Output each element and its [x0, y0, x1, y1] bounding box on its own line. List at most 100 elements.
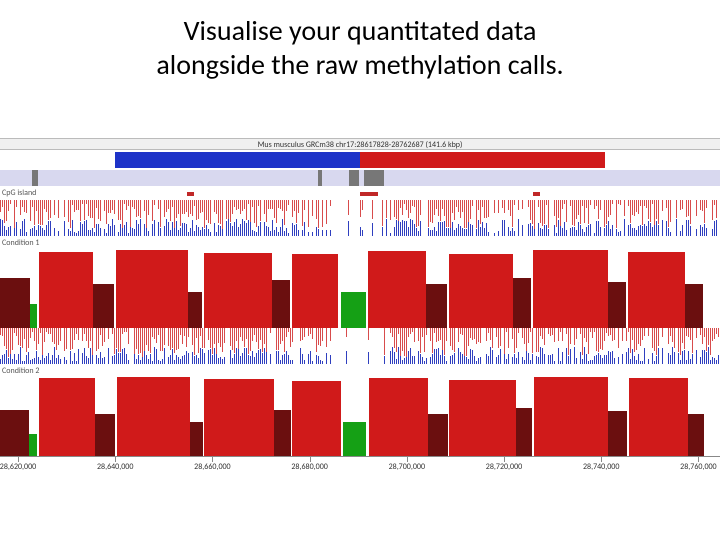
methcall-column [556, 200, 557, 236]
methcall-column [146, 200, 147, 236]
methcall-column [78, 200, 79, 236]
methcall-column [54, 200, 55, 236]
methcall-column [32, 200, 33, 236]
methcall-column [562, 328, 563, 364]
methcall-column [260, 200, 261, 236]
methcall-column [646, 200, 647, 236]
methcall-column [82, 328, 83, 364]
methcall-column [570, 328, 571, 364]
methcall-column [216, 200, 217, 236]
methcall-column [652, 200, 653, 236]
quantitation-bar [30, 304, 37, 328]
methcall-column [270, 200, 271, 236]
methcall-column [158, 200, 159, 236]
quantitation-bar [39, 378, 95, 456]
methcall-column [688, 200, 689, 236]
methcall-column [584, 200, 585, 236]
methcall-column [410, 328, 411, 364]
methcall-column [628, 328, 629, 364]
methcall-column [14, 200, 15, 236]
methcall-column [638, 328, 639, 364]
methcall-column [258, 328, 259, 364]
methcall-column [678, 328, 679, 364]
methcall-column [656, 200, 657, 236]
methcall-column [238, 328, 239, 364]
methcall-column [654, 200, 655, 236]
methcall-column [292, 200, 293, 236]
quantitation-bar-track [0, 376, 720, 456]
genomic-axis: 28,620,00028,640,00028,660,00028,680,000… [0, 456, 720, 474]
quantitation-bar-track [0, 248, 720, 328]
methcall-column [704, 328, 705, 364]
methcall-column [200, 328, 201, 364]
methcall-column [170, 328, 171, 364]
methcall-column [470, 328, 471, 364]
methcall-column [436, 328, 437, 364]
methcall-column [518, 328, 519, 364]
methcall-column [186, 328, 187, 364]
methcall-column [716, 328, 717, 364]
quantitation-bar [685, 284, 703, 328]
methcall-column [258, 200, 259, 236]
methcall-column [684, 328, 685, 364]
methcall-column [586, 200, 587, 236]
methcall-column [156, 328, 157, 364]
methcall-column [598, 328, 599, 364]
methcall-column [50, 328, 51, 364]
methcall-column [208, 328, 209, 364]
methcall-column [104, 200, 105, 236]
methcall-column [506, 328, 507, 364]
methcall-column [240, 328, 241, 364]
methcall-column [530, 200, 531, 236]
quantitation-bar [190, 422, 203, 456]
methcall-column [402, 200, 403, 236]
methcall-column [584, 328, 585, 364]
methcall-column [36, 200, 37, 236]
methcall-column [604, 328, 605, 364]
methcall-column [434, 328, 435, 364]
methcall-column [414, 328, 415, 364]
methcall-column [486, 328, 487, 364]
methcall-column [48, 200, 49, 236]
methcall-column [176, 328, 177, 364]
methcall-column [200, 200, 201, 236]
methcall-column [290, 328, 291, 364]
methcall-column [514, 200, 515, 236]
methcall-column [550, 328, 551, 364]
methcall-column [708, 328, 709, 364]
methcall-column [100, 200, 101, 236]
methylation-call-track [0, 328, 720, 364]
methcall-column [76, 328, 77, 364]
methcall-column [522, 200, 523, 236]
methcall-column [196, 200, 197, 236]
methcall-column [432, 328, 433, 364]
methcall-column [494, 200, 495, 236]
methcall-column [312, 200, 313, 236]
methcall-column [322, 328, 323, 364]
quantitation-bar [272, 280, 290, 328]
methcall-column [222, 200, 223, 236]
axis-tick-label: 28,660,000 [194, 462, 230, 472]
methcall-column [488, 200, 489, 236]
methcall-column [450, 328, 451, 364]
methcall-column [430, 200, 431, 236]
methcall-column [152, 328, 153, 364]
methcall-column [122, 200, 123, 236]
methcall-column [404, 328, 405, 364]
cytoband-mark [318, 170, 322, 186]
cytoband-mark [32, 170, 38, 186]
methcall-column [522, 328, 523, 364]
methcall-column [700, 200, 701, 236]
methcall-column [408, 200, 409, 236]
methcall-column [486, 200, 487, 236]
methcall-column [120, 200, 121, 236]
methcall-column [518, 200, 519, 236]
methcall-column [312, 328, 313, 364]
methcall-column [248, 328, 249, 364]
methcall-column [262, 328, 263, 364]
methcall-column [606, 328, 607, 364]
methcall-column [120, 328, 121, 364]
methcall-column [304, 200, 305, 236]
methcall-column [586, 328, 587, 364]
methcall-column [652, 328, 653, 364]
